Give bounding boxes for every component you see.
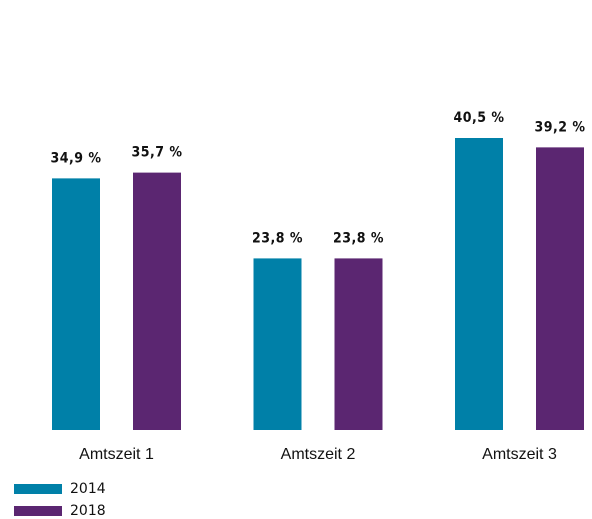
legend-label: 2018 <box>70 503 106 519</box>
legend-swatch <box>14 506 62 516</box>
x-tick-label: Amtszeit 2 <box>281 446 356 463</box>
bar <box>455 138 503 430</box>
value-label: 35,7 % <box>131 145 182 161</box>
bar <box>253 258 302 430</box>
value-label: 39,2 % <box>534 119 585 135</box>
value-label: 40,5 % <box>453 110 504 126</box>
bar <box>536 147 584 430</box>
legend-swatch <box>14 484 62 494</box>
value-label: 23,8 % <box>333 230 384 246</box>
bar <box>52 178 100 430</box>
x-tick-label: Amtszeit 3 <box>482 446 557 463</box>
bar <box>334 258 383 430</box>
legend-label: 2014 <box>70 481 106 497</box>
value-label: 23,8 % <box>252 230 303 246</box>
x-tick-label: Amtszeit 1 <box>79 446 154 463</box>
bar <box>133 172 181 430</box>
value-label: 34,9 % <box>50 150 101 166</box>
